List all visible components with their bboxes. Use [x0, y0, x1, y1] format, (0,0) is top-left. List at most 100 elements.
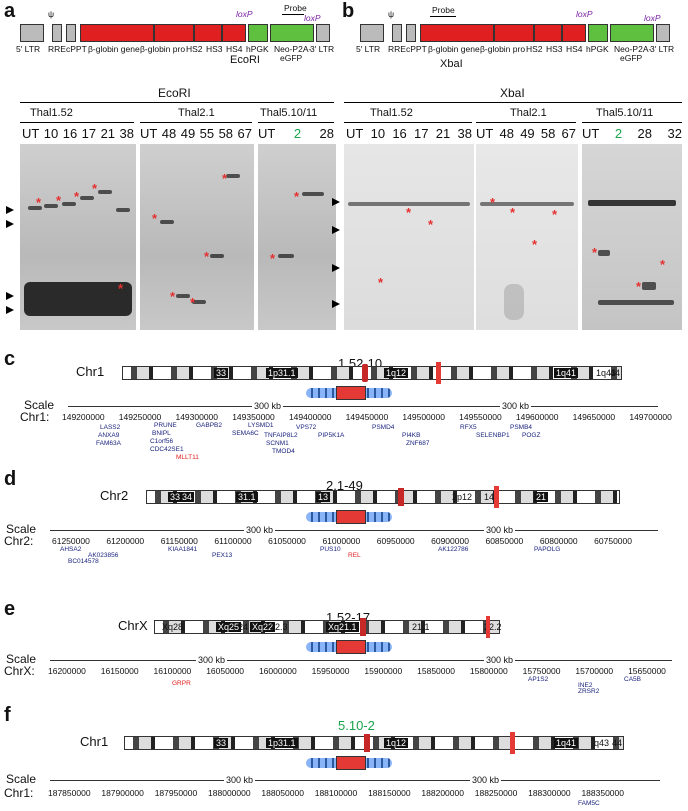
d-scale-label-2: 300 kb [484, 525, 516, 535]
e-band-5: Xq21.1 [326, 622, 359, 632]
blot-b-lane-labels-2: UT 48 49 58 67 [476, 126, 576, 141]
c-chr-label: Chr1 [76, 364, 105, 379]
hs4-label-b: HS4 [566, 44, 583, 54]
gene-lass2: LASS2 [100, 424, 121, 431]
gene-gabpb2: GABPB2 [196, 422, 223, 429]
e-band-2: 24 [238, 622, 249, 632]
gene-rel: REL [348, 552, 361, 559]
loxp-label-1: loxP [236, 9, 253, 19]
gene-pi4kb: PI4KB [402, 432, 421, 439]
gene-selenbp1: SELENBP1 [476, 432, 510, 439]
c-band-2: 1q12 [384, 368, 409, 378]
f-scale-label-2: 300 kb [470, 775, 502, 785]
f-chr-axis-label: Chr1: [4, 786, 34, 800]
gene-ahsa2: AHSA2 [60, 546, 82, 553]
d-scale: Scale [6, 522, 37, 536]
gene-bnipl: BNIPL [152, 430, 171, 437]
e-scale-label: 300 kb [196, 655, 228, 665]
e-band-3: Xq22 [250, 622, 276, 632]
bglobin-gene-label-b: β-globin gene [428, 44, 480, 54]
gene-cdc42se1: CDC42SE1 [150, 446, 184, 453]
ltr5-label: 5′ LTR [16, 44, 41, 54]
neo-label-b: Neo-P2A- [614, 44, 652, 54]
d-chromosome [146, 490, 620, 504]
d-title: 2.1-49 [326, 478, 363, 493]
e-band-0: Xq28 [162, 622, 184, 632]
gene-psmd4: PSMD4 [372, 424, 395, 431]
d-ticks: 61250000 61200000 61150000 61100000 61050000… [52, 536, 632, 546]
c-band-4: 1q43 [596, 368, 617, 378]
f-band-4: q43 [594, 738, 610, 748]
f-scale-label: 300 kb [224, 775, 256, 785]
gene-ca5b: CA5B [624, 676, 641, 683]
gene-rfx5: RFX5 [460, 424, 477, 431]
panel-label-d: d [4, 468, 17, 490]
hs2-label-b: HS2 [526, 44, 543, 54]
hpgk-label-b: hPGK [586, 44, 609, 54]
blot-b-image-2: * * * * [476, 144, 578, 330]
panel-label-e: e [4, 598, 16, 620]
blot-a-image-3: * * [258, 144, 336, 330]
bglobin-pro-label: β-globin pro [140, 44, 186, 54]
e-band-6: 21.1 [412, 622, 430, 632]
gene-papolg: PAPOLG [534, 546, 561, 553]
d-band-2: 31.1 [236, 492, 258, 502]
hs3-label-b: HS3 [546, 44, 563, 54]
gene-znf687: ZNF687 [406, 440, 430, 447]
gene-vps72: VPS72 [296, 424, 317, 431]
psi-label-b: ψ [388, 9, 395, 19]
blot-b-group-1: Thal1.52 [370, 107, 413, 119]
f-ticks: 187850000 187900000 187950000 188000000 1880… [48, 788, 624, 798]
blot-a-group-2: Thal2.1 [178, 107, 215, 119]
gene-prune: PRUNE [154, 422, 177, 429]
ltr5-label-b: 5′ LTR [356, 44, 381, 54]
blot-a-enzyme: EcoRI [158, 86, 191, 100]
blot-b-lane-labels-1: UT 10 16 17 21 38 [346, 126, 472, 141]
hs4-label: HS4 [226, 44, 243, 54]
e-band-1: Xq25 [216, 622, 242, 632]
d-band-0: 33 [168, 492, 183, 502]
e-band-4: 22.3 [270, 622, 288, 632]
gene-psmb4: PSMB4 [510, 424, 533, 431]
ltr3-label: 3′ LTR [310, 44, 335, 54]
neo-label: Neo-P2A- [274, 44, 312, 54]
blot-b-group-3: Thal5.10/11 [596, 107, 654, 119]
gene-scnm1: SCNM1 [266, 440, 289, 447]
enzyme-label-a-site: EcoRI [230, 54, 260, 66]
c-band-1: 1p31.1 [266, 368, 298, 378]
f-scale: Scale [6, 772, 37, 786]
loxp-label-2: loxP [304, 13, 321, 23]
gene-pex13: PEX13 [212, 552, 233, 559]
d-chr-label: Chr2 [100, 488, 129, 503]
d-scale-label: 300 kb [244, 525, 276, 535]
blot-a-lane-labels-3: UT 2 28 [258, 126, 334, 141]
e-ticks: 16200000 16150000 16100000 16050000 16000000… [48, 666, 666, 676]
hpgk-label: hPGK [246, 44, 269, 54]
gene-mllt11: MLLT11 [176, 454, 199, 461]
f-chromosome [124, 736, 624, 750]
blot-a-lane-labels-1: UT 10 16 17 21 38 [22, 126, 134, 141]
cppt-label: cPPT [66, 44, 87, 54]
gene-ak122786: AK122786 [438, 546, 469, 553]
vector-map-a: ψ 5′ LTR RRE cPPT β-globin gene β-globin… [14, 4, 335, 70]
c-ticks: 149200000 149250000 149300000 149350000 1494… [62, 412, 672, 422]
gene-pip5k1a: PIP5K1A [318, 432, 345, 439]
c-chr-axis-label: Chr1: [20, 410, 50, 424]
blot-b-image-3: * * * [582, 144, 682, 330]
blot-a-lane-labels-2: UT 48 49 55 58 67 [140, 126, 252, 141]
gene-zrsr2: ZRSR2 [578, 688, 600, 695]
gene-pogz: POGZ [522, 432, 541, 439]
egfp-label-b: eGFP [620, 53, 643, 63]
gene-bc014578: BC014578 [68, 558, 99, 565]
gene-pus10: PUS10 [320, 546, 341, 553]
psi-label: ψ [48, 9, 55, 19]
f-band-0: 33 [214, 738, 229, 748]
gene-sema6c: SEMA6C [232, 430, 259, 437]
c-band-3: 1q41 [554, 368, 579, 378]
blot-b-lane-labels-3: UT 2 28 32 [582, 126, 682, 141]
bglobin-pro-label-b: β-globin pro [480, 44, 526, 54]
c-band-0: 33 [214, 368, 229, 378]
panel-label-a: a [4, 0, 16, 22]
d-band-4: 2p12 [452, 492, 473, 502]
probe-label-b: Probe [432, 5, 455, 15]
